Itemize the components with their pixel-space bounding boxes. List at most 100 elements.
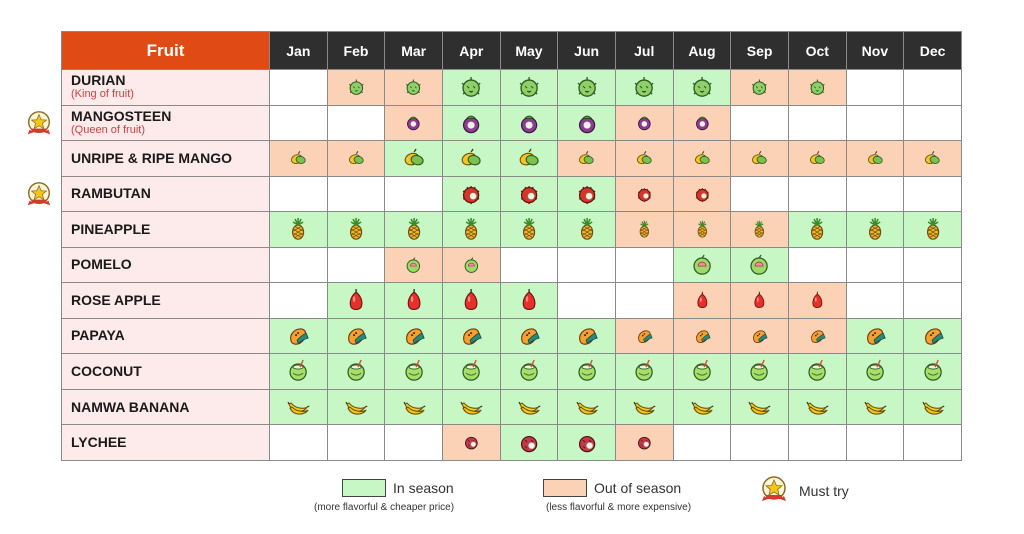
season-cell-sep — [730, 424, 789, 461]
season-cell-sep — [730, 317, 789, 355]
month-header-may: May — [499, 31, 559, 70]
season-cell-jun — [557, 317, 616, 355]
month-header-aug: Aug — [672, 31, 732, 70]
month-header-jan: Jan — [269, 31, 328, 70]
season-cell-jul — [614, 246, 674, 284]
fruit-name: UNRIPE & RIPE MANGO — [71, 149, 233, 166]
season-cell-aug — [672, 388, 732, 426]
season-cell-mar — [384, 424, 443, 461]
durian-icon — [674, 70, 731, 105]
fruit-subtitle: (Queen of fruit) — [71, 123, 145, 136]
fruit-row: ROSE APPLE — [61, 282, 962, 319]
season-cell-sep — [730, 246, 789, 284]
season-cell-feb — [326, 175, 386, 213]
fruit-subtitle: (King of fruit) — [71, 88, 134, 101]
season-cell-apr — [441, 388, 501, 426]
fruit-row: MANGOSTEEN (Queen of fruit) — [61, 104, 962, 142]
papaya-icon — [443, 319, 500, 354]
durian-icon — [328, 70, 385, 105]
papaya-icon — [731, 319, 788, 354]
season-cell-nov — [845, 211, 905, 248]
season-cell-oct — [787, 246, 847, 284]
season-cell-nov — [845, 246, 905, 284]
fruit-name: PINEAPPLE — [71, 220, 151, 237]
fruit-name-cell: RAMBUTAN — [61, 175, 270, 213]
legend-must-try-label: Must try — [799, 483, 849, 499]
season-cell-jun — [557, 140, 616, 177]
legend-must-try-icon — [762, 476, 786, 501]
season-cell-may — [499, 424, 559, 461]
coconut-icon — [270, 354, 327, 389]
season-cell-apr — [441, 317, 501, 355]
season-cell-oct — [787, 69, 847, 106]
papaya-icon — [385, 319, 442, 354]
papaya-icon — [558, 319, 615, 354]
papaya-icon — [328, 319, 385, 354]
lychee-icon — [558, 425, 615, 460]
legend-in-season-note: (more flavorful & cheaper price) — [314, 502, 455, 513]
rambutan-icon — [674, 177, 731, 212]
coconut-icon — [789, 354, 846, 389]
season-cell-apr — [441, 140, 501, 177]
season-cell-oct — [787, 175, 847, 213]
pomelo-icon — [674, 248, 731, 283]
fruit-name-cell: NAMWA BANANA — [61, 388, 270, 426]
season-cell-dec — [903, 353, 962, 390]
season-cell-dec — [903, 140, 962, 177]
banana-icon — [847, 390, 904, 425]
season-cell-oct — [787, 140, 847, 177]
fruit-name-cell: PINEAPPLE — [61, 211, 270, 248]
season-cell-oct — [787, 424, 847, 461]
legend-in-season-swatch — [342, 479, 386, 497]
season-cell-may — [499, 69, 559, 106]
rambutan-icon — [501, 177, 558, 212]
pineapple-icon — [385, 212, 442, 247]
season-cell-feb — [326, 69, 386, 106]
pineapple-icon — [789, 212, 846, 247]
season-cell-oct — [787, 317, 847, 355]
season-cell-dec — [903, 317, 962, 355]
fruit-name-cell: UNRIPE & RIPE MANGO — [61, 140, 270, 177]
season-cell-mar — [384, 104, 443, 142]
mangosteen-icon — [385, 106, 442, 141]
season-cell-oct — [787, 104, 847, 142]
banana-icon — [501, 390, 558, 425]
fruit-row: PAPAYA — [61, 317, 962, 355]
season-cell-oct — [787, 211, 847, 248]
season-cell-may — [499, 104, 559, 142]
season-cell-mar — [384, 353, 443, 390]
rose-apple-icon — [501, 283, 558, 318]
season-cell-jun — [557, 246, 616, 284]
fruit-column-header: Fruit — [61, 31, 270, 70]
season-cell-mar — [384, 175, 443, 213]
season-cell-dec — [903, 211, 962, 248]
season-cell-feb — [326, 353, 386, 390]
fruit-name-cell: DURIAN (King of fruit) — [61, 69, 270, 106]
fruit-name: ROSE APPLE — [71, 291, 161, 308]
season-cell-jan — [269, 104, 328, 142]
rose-apple-icon — [674, 283, 731, 318]
banana-icon — [270, 390, 327, 425]
season-cell-mar — [384, 317, 443, 355]
banana-icon — [674, 390, 731, 425]
season-cell-aug — [672, 424, 732, 461]
coconut-icon — [328, 354, 385, 389]
season-cell-may — [499, 140, 559, 177]
season-cell-jan — [269, 282, 328, 319]
coconut-icon — [501, 354, 558, 389]
pomelo-icon — [443, 248, 500, 283]
season-cell-apr — [441, 353, 501, 390]
legend-out-of-season-note: (less flavorful & more expensive) — [546, 502, 692, 513]
season-cell-dec — [903, 424, 962, 461]
season-cell-aug — [672, 353, 732, 390]
rambutan-icon — [558, 177, 615, 212]
season-cell-aug — [672, 282, 732, 319]
mango-icon — [904, 141, 961, 176]
season-cell-sep — [730, 140, 789, 177]
season-cell-aug — [672, 104, 732, 142]
season-cell-nov — [845, 104, 905, 142]
season-cell-aug — [672, 69, 732, 106]
pineapple-icon — [501, 212, 558, 247]
coconut-icon — [847, 354, 904, 389]
season-cell-aug — [672, 175, 732, 213]
